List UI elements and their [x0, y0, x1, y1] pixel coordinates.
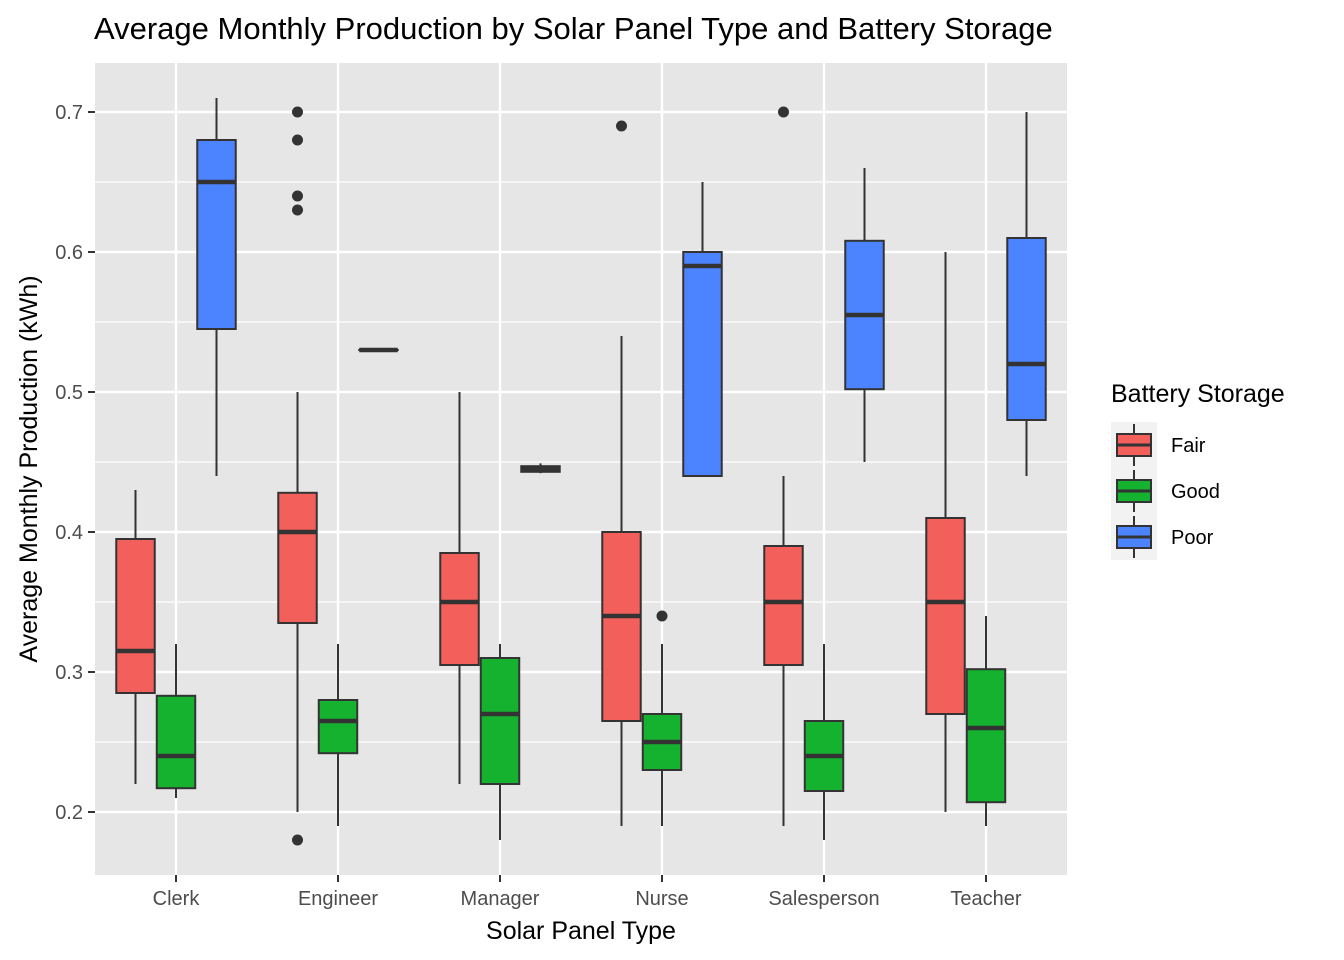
box-iqr	[1006, 237, 1047, 421]
x-tick-label: Nurse	[635, 888, 688, 910]
box-iqr	[196, 139, 237, 330]
box-poor	[520, 463, 561, 474]
box-good	[317, 644, 359, 826]
x-axis-title: Solar Panel Type	[486, 917, 676, 945]
legend-key-good	[1111, 468, 1157, 514]
legend-label: Good	[1171, 481, 1220, 503]
box-fair	[925, 252, 966, 812]
y-tick-label: 0.5	[55, 382, 83, 404]
box-good	[803, 644, 845, 840]
x-axis-ticks: Clerk Engineer Manager Nurse Salesperson Teac…	[153, 875, 1022, 910]
box-fair	[763, 106, 804, 826]
box-good	[965, 616, 1007, 826]
y-tick-label: 0.6	[55, 242, 83, 264]
boxes-layer	[115, 98, 1047, 846]
y-axis-title: Average Monthly Production (kWh)	[15, 275, 43, 662]
box-iqr	[479, 657, 521, 785]
box-iqr	[682, 251, 723, 477]
y-tick-label: 0.7	[55, 102, 83, 124]
plot-panel	[95, 63, 1067, 875]
box-fair	[439, 392, 480, 784]
outlier-point	[778, 106, 789, 118]
box-iqr	[277, 491, 318, 624]
box-iqr	[763, 545, 804, 666]
box-good	[155, 644, 197, 798]
legend-title: Battery Storage	[1111, 380, 1285, 408]
y-axis-ticks: 0.2 0.3 0.4 0.5 0.6 0.7	[55, 102, 95, 824]
grid-minor	[95, 181, 1067, 743]
box-iqr	[317, 699, 359, 755]
x-tick-label: Manager	[461, 888, 540, 910]
outlier-point	[292, 106, 303, 118]
legend-label: Poor	[1171, 527, 1214, 549]
outlier-point	[292, 190, 303, 202]
legend-label: Fair	[1171, 435, 1206, 457]
box-good	[479, 644, 521, 840]
box-poor	[196, 98, 237, 476]
box-iqr	[115, 538, 156, 694]
box-poor	[1006, 112, 1047, 476]
y-tick-label: 0.2	[55, 802, 83, 824]
box-good	[641, 610, 683, 826]
legend-key-fair	[1111, 422, 1157, 468]
chart-title: Average Monthly Production by Solar Pane…	[94, 11, 1053, 46]
box-poor	[844, 168, 885, 462]
outlier-point	[656, 610, 668, 622]
box-poor	[682, 182, 723, 477]
box-iqr	[601, 531, 642, 722]
y-tick-label: 0.4	[55, 522, 83, 544]
box-iqr	[439, 552, 480, 666]
legend-key-poor	[1111, 514, 1157, 560]
outlier-point	[292, 204, 303, 216]
y-tick-label: 0.3	[55, 662, 83, 684]
box-fair	[277, 106, 318, 846]
x-tick-label: Engineer	[298, 888, 378, 910]
x-tick-label: Salesperson	[768, 888, 879, 910]
outlier-point	[616, 120, 627, 132]
box-iqr	[965, 668, 1007, 804]
outlier-point	[292, 834, 303, 846]
box-iqr	[925, 517, 966, 715]
box-fair	[115, 490, 156, 784]
x-tick-label: Teacher	[950, 888, 1021, 910]
legend: Battery Storage Fair Good Poor	[1111, 380, 1285, 560]
outlier-point	[292, 134, 303, 146]
box-iqr	[155, 694, 197, 790]
box-fair	[601, 120, 642, 826]
x-tick-label: Clerk	[153, 888, 201, 910]
